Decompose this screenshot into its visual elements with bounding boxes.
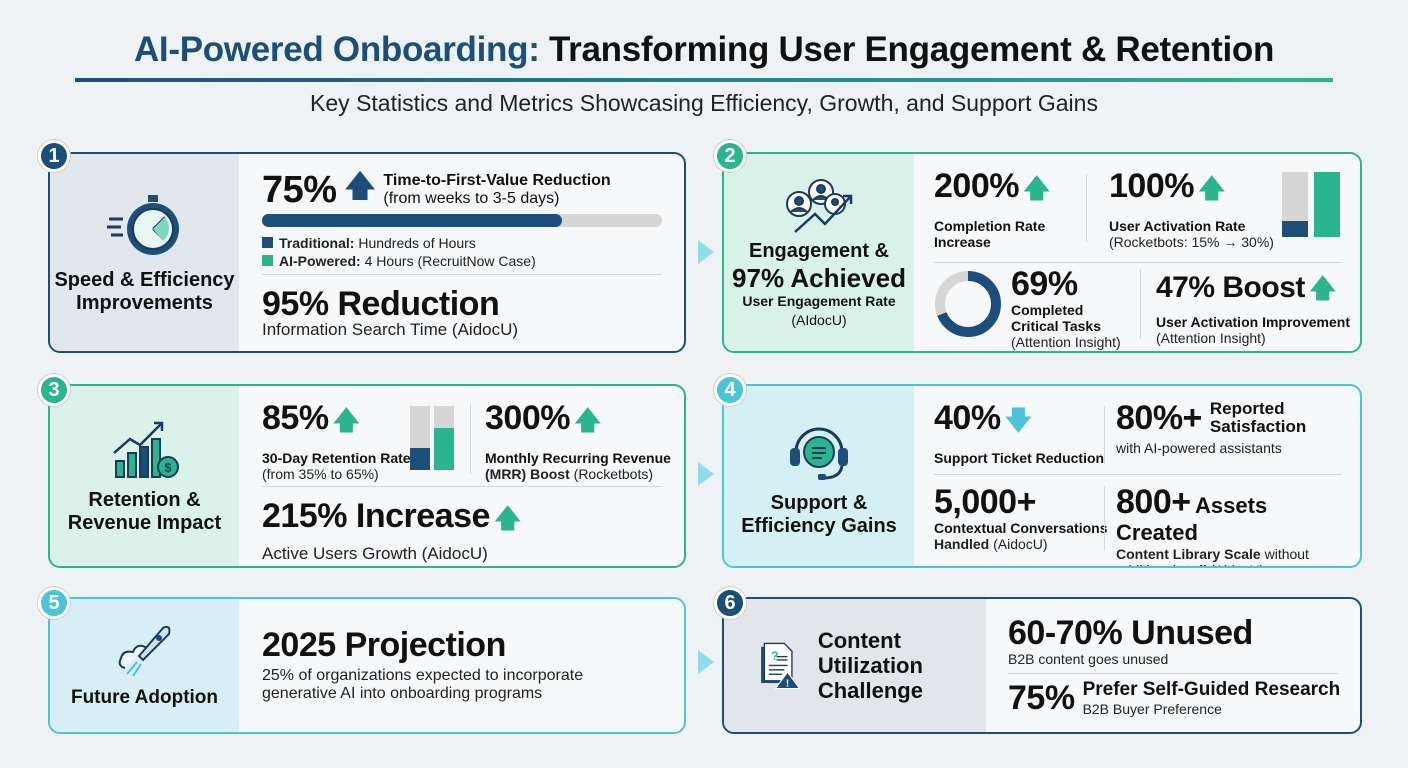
page-subtitle: Key Statistics and Metrics Showcasing Ef… bbox=[310, 90, 1098, 116]
stat-satisfaction: 80%+ Reported Satisfaction with AI-powere… bbox=[1116, 399, 1307, 457]
stat-ticket-reduction: 40% 🡇 Support Ticket Reduction bbox=[934, 399, 1105, 466]
arrow-up-icon: 🡅 bbox=[344, 170, 376, 203]
donut-chart bbox=[935, 271, 1001, 337]
svg-text:$: $ bbox=[164, 460, 172, 475]
arrow-up-icon: 🡅 bbox=[1198, 173, 1226, 203]
stat-self-guided: 75% Prefer Self-Guided Research B2B Buyer… bbox=[1008, 679, 1341, 717]
arrow-down-icon: 🡇 bbox=[1005, 405, 1032, 435]
growth-chart-dollar-icon: $ bbox=[112, 421, 179, 478]
panel-title: Support & Efficiency Gains bbox=[741, 492, 897, 537]
headline-stat: 97% Achieved bbox=[732, 262, 906, 293]
arrow-up-icon: 🡅 bbox=[1309, 273, 1337, 303]
bar-after bbox=[434, 406, 454, 470]
progress-fill bbox=[262, 214, 562, 227]
stat-value: 75% bbox=[262, 168, 337, 211]
progress-bar bbox=[262, 214, 662, 227]
stopwatch-icon bbox=[106, 194, 179, 255]
panel-title: Future Adoption bbox=[70, 687, 219, 708]
page-title: AI-Powered Onboarding: Transforming User… bbox=[133, 30, 1275, 69]
stat-value: 95% Reduction bbox=[262, 285, 500, 323]
panel-speed-efficiency: Speed & Efficiency Improvements 75% 🡅 Ti… bbox=[48, 152, 686, 353]
stat-conversations: 5,000+ Contextual Conversations Handled … bbox=[934, 483, 1108, 552]
stat-value: 2025 Projection bbox=[262, 626, 506, 664]
legend-ai-powered: AI-Powered: 4 Hours (RecruitNow Case) bbox=[262, 252, 536, 270]
rocket-cloud-icon bbox=[118, 625, 170, 677]
svg-text:!: ! bbox=[786, 678, 789, 689]
stat-mrr: 300% 🡅 Monthly Recurring Revenue (MRR) B… bbox=[485, 399, 671, 482]
flow-arrow bbox=[698, 650, 714, 674]
panel-number-badge: 2 bbox=[714, 140, 746, 172]
panel-future-adoption: Future Adoption 2025 Projection 25% of o… bbox=[48, 597, 686, 734]
panel-engagement: Engagement & 97% Achieved User Engagemen… bbox=[722, 152, 1362, 353]
panel-title: Engagement & bbox=[748, 239, 890, 262]
arrow-up-icon: 🡅 bbox=[494, 503, 522, 533]
headset-chat-icon bbox=[790, 427, 848, 480]
title-underline bbox=[75, 78, 1333, 82]
stat-boost: 47% Boost 🡅 User Activation Improvement … bbox=[1156, 271, 1350, 346]
legend-traditional: Traditional: Hundreds of Hours bbox=[262, 234, 536, 252]
stat-value: 60-70% Unused bbox=[1008, 614, 1253, 652]
panel-number-badge: 4 bbox=[714, 374, 746, 406]
users-growth-icon bbox=[786, 178, 853, 233]
flow-arrow bbox=[698, 240, 714, 264]
panel-title: Speed & Efficiency Improvements bbox=[54, 268, 235, 314]
bar-after bbox=[1314, 172, 1340, 237]
stat-retention: 85% 🡅 30-Day Retention Rate (from 35% to… bbox=[262, 399, 411, 482]
bar-before bbox=[410, 406, 430, 470]
arrow-up-icon: 🡅 bbox=[574, 405, 602, 435]
panel-retention-revenue: $ Retention & Revenue Impact 85% 🡅 30-Da… bbox=[48, 384, 686, 568]
document-warning-icon: ?! bbox=[761, 642, 801, 689]
panel-support: Support & Efficiency Gains 40% 🡇 Support… bbox=[722, 384, 1362, 568]
flow-arrow bbox=[698, 462, 714, 486]
panel-content-utilization: ?! Content Utilization Challenge 60-70% … bbox=[722, 597, 1362, 734]
donut-fill bbox=[935, 271, 1001, 337]
stat-assets: 800+ Assets Created Content Library Scal… bbox=[1116, 483, 1309, 566]
panel-number-badge: 1 bbox=[38, 140, 70, 172]
svg-text:?: ? bbox=[771, 648, 778, 662]
stat-completion: 200% 🡅 Completion Rate Increase bbox=[934, 167, 1051, 250]
stat-active-users: 215% Increase 🡅 Active Users Growth (Aid… bbox=[262, 497, 522, 563]
panel-title: Content Utilization Challenge bbox=[817, 628, 923, 703]
stat-critical-tasks: 69% Completed Critical Tasks (Attention … bbox=[1011, 265, 1121, 350]
panel-number-badge: 6 bbox=[714, 587, 746, 619]
arrow-up-icon: 🡅 bbox=[333, 405, 360, 435]
panel-number-badge: 5 bbox=[38, 587, 70, 619]
bar-before bbox=[1282, 172, 1308, 237]
panel-title: Retention & Revenue Impact bbox=[67, 489, 222, 534]
stat-activation: 100% 🡅 User Activation Rate (Rocketbots:… bbox=[1109, 167, 1274, 250]
arrow-up-icon: 🡅 bbox=[1023, 173, 1051, 203]
panel-number-badge: 3 bbox=[38, 374, 70, 406]
